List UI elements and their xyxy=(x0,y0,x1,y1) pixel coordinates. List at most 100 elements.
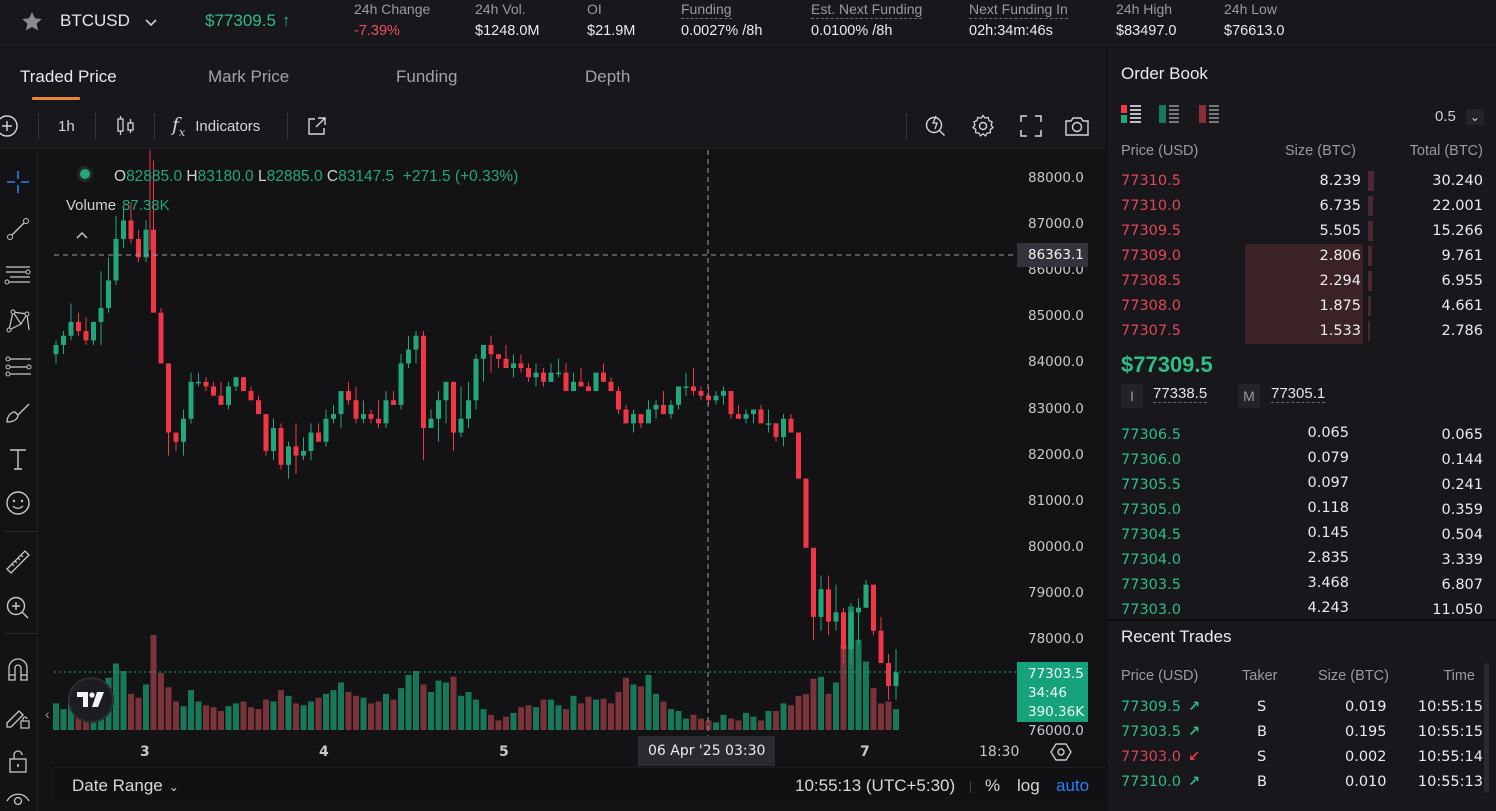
tradingview-logo[interactable] xyxy=(68,677,114,723)
plus-circle-icon xyxy=(0,115,18,137)
ask-total: 4.661 xyxy=(1441,298,1483,314)
interval-button[interactable]: 1h xyxy=(58,117,75,135)
ask-row[interactable]: 77308.0 1.875 4.661 xyxy=(1121,295,1485,319)
view-asks-icon[interactable] xyxy=(1199,105,1221,123)
candlestick-chart[interactable] xyxy=(38,150,1106,736)
stat-label: Next Funding In xyxy=(969,1,1068,19)
popout-button[interactable] xyxy=(306,111,328,141)
toolbar-divider xyxy=(38,113,39,139)
chevron-down-icon[interactable] xyxy=(143,14,159,30)
bid-row[interactable]: 77303.5 3.468 6.807 xyxy=(1121,572,1485,596)
cumulative-bar xyxy=(1368,271,1372,291)
mark-price[interactable]: 77305.1 xyxy=(1271,385,1326,403)
ask-row[interactable]: 77310.0 6.735 22.001 xyxy=(1121,195,1485,219)
market-header: BTCUSD $77309.5 ↑ 24h Change -7.39% 24h Vol… xyxy=(0,0,1496,46)
chart-type-button[interactable] xyxy=(114,111,138,141)
pattern-tool[interactable] xyxy=(3,306,33,336)
collapse-toolbar-arrow[interactable]: ‹ xyxy=(45,706,50,722)
ask-row[interactable]: 77309.5 5.505 15.266 xyxy=(1121,220,1485,244)
fib-tool[interactable] xyxy=(3,352,33,382)
brush-tool[interactable] xyxy=(3,398,33,428)
ask-row[interactable]: 77307.5 1.533 2.786 xyxy=(1121,320,1485,344)
tab-traded-price[interactable]: Traded Price xyxy=(20,67,117,100)
series-dot-icon[interactable] xyxy=(76,165,94,183)
trade-row: 77303.0 ↙ S 0.002 10:55:14 xyxy=(1121,747,1483,771)
trade-row: 77310.0 ↗ B 0.010 10:55:13 xyxy=(1121,772,1483,796)
log-scale-toggle[interactable]: log xyxy=(1017,776,1040,795)
quick-search-button[interactable] xyxy=(923,111,949,141)
axis-settings-icon[interactable] xyxy=(1050,741,1072,763)
bid-row[interactable]: 77303.0 4.243 11.050 xyxy=(1121,597,1485,621)
percent-scale-toggle[interactable]: % xyxy=(985,776,1001,795)
crosshair-icon xyxy=(7,171,29,193)
zoom-in-icon xyxy=(6,596,29,619)
stat-label: 24h Change xyxy=(354,1,431,17)
bid-row[interactable]: 77305.0 0.118 0.359 xyxy=(1121,497,1485,521)
horizontal-lines-tool[interactable] xyxy=(3,260,33,290)
trade-time: 10:55:15 xyxy=(1417,699,1483,715)
tab-funding[interactable]: Funding xyxy=(396,67,458,86)
toolbar-divider xyxy=(287,113,288,139)
toolbar-divider xyxy=(4,531,38,532)
trades-scrollbar[interactable] xyxy=(1484,663,1489,793)
indicators-button[interactable]: fx Indicators xyxy=(172,113,261,139)
lock-tool[interactable] xyxy=(3,746,33,776)
add-symbol-button[interactable] xyxy=(0,111,20,141)
index-price[interactable]: 77338.5 xyxy=(1153,385,1208,403)
stat-next-funding-in[interactable]: Next Funding In 02h:34m:46s xyxy=(969,0,1068,39)
zoom-in-tool[interactable] xyxy=(3,593,33,623)
tab-depth[interactable]: Depth xyxy=(585,67,631,86)
magnet-tool[interactable] xyxy=(3,655,33,685)
crosshair-price-tag: 86363.1 xyxy=(1017,243,1088,267)
visibility-tool[interactable] xyxy=(3,785,33,811)
trade-time: 10:55:13 xyxy=(1417,774,1483,790)
ask-row[interactable]: 77308.5 2.294 6.955 xyxy=(1121,270,1485,294)
price-axis-label: 82000.0 xyxy=(1028,447,1084,463)
bid-row[interactable]: 77306.0 0.079 0.144 xyxy=(1121,447,1485,471)
ask-row[interactable]: 77309.0 2.806 9.761 xyxy=(1121,245,1485,269)
view-both-icon[interactable] xyxy=(1121,105,1143,123)
fullscreen-button[interactable] xyxy=(1018,111,1044,141)
stat-label: Funding xyxy=(681,1,732,19)
bid-row[interactable]: 77304.5 0.145 0.504 xyxy=(1121,522,1485,546)
collapse-legend-icon[interactable] xyxy=(75,229,89,241)
ruler-tool[interactable] xyxy=(3,547,33,577)
settings-button[interactable] xyxy=(970,111,996,141)
clock[interactable]: 10:55:13 (UTC+5:30) xyxy=(795,776,956,795)
tab-mark-price[interactable]: Mark Price xyxy=(208,67,290,86)
chevron-down-icon: ⌄ xyxy=(1465,109,1484,125)
lock-drawings-tool[interactable] xyxy=(3,701,33,731)
emoji-tool[interactable] xyxy=(3,488,33,518)
active-tab-underline xyxy=(32,97,80,100)
favorite-star-icon[interactable] xyxy=(20,10,44,34)
current-price-tag: 77303.5 34:46 390.36K xyxy=(1017,662,1088,722)
crosshair-tool[interactable] xyxy=(3,167,33,197)
tick-size-select[interactable]: 0.5 ⌄ xyxy=(1435,108,1484,125)
price-axis-label: 78000.0 xyxy=(1028,631,1084,647)
view-bids-icon[interactable] xyxy=(1159,105,1181,123)
ask-price: 77310.5 xyxy=(1121,173,1181,189)
bid-size: 0.145 xyxy=(1307,525,1349,541)
auto-scale-toggle[interactable]: auto xyxy=(1056,776,1090,795)
trade-taker: S xyxy=(1257,749,1267,765)
screenshot-button[interactable] xyxy=(1063,111,1091,141)
function-icon: fx xyxy=(172,113,186,139)
crosshair-time-tag: 06 Apr '25 03:30 xyxy=(638,736,775,766)
symbol-selector[interactable]: BTCUSD xyxy=(60,11,130,30)
stat-est-next-funding[interactable]: Est. Next Funding 0.0100% /8h xyxy=(811,0,923,39)
bid-row[interactable]: 77306.5 0.065 0.065 xyxy=(1121,422,1485,446)
ask-size: 5.505 xyxy=(1319,223,1361,239)
tv-logo-icon xyxy=(77,692,104,707)
text-tool[interactable] xyxy=(3,444,33,474)
bid-row[interactable]: 77305.5 0.097 0.241 xyxy=(1121,472,1485,496)
stat-funding[interactable]: Funding 0.0027% /8h xyxy=(681,0,762,39)
bid-price: 77306.0 xyxy=(1121,452,1181,468)
chevron-down-icon: ⌄ xyxy=(168,780,179,794)
ask-row[interactable]: 77310.5 8.239 30.240 xyxy=(1121,170,1485,194)
bid-row[interactable]: 77304.0 2.835 3.339 xyxy=(1121,547,1485,571)
trend-line-tool[interactable] xyxy=(3,214,33,244)
date-range-button[interactable]: Date Range ⌄ xyxy=(72,776,179,795)
order-book-title: Order Book xyxy=(1121,64,1208,83)
bid-size: 0.065 xyxy=(1307,425,1349,441)
